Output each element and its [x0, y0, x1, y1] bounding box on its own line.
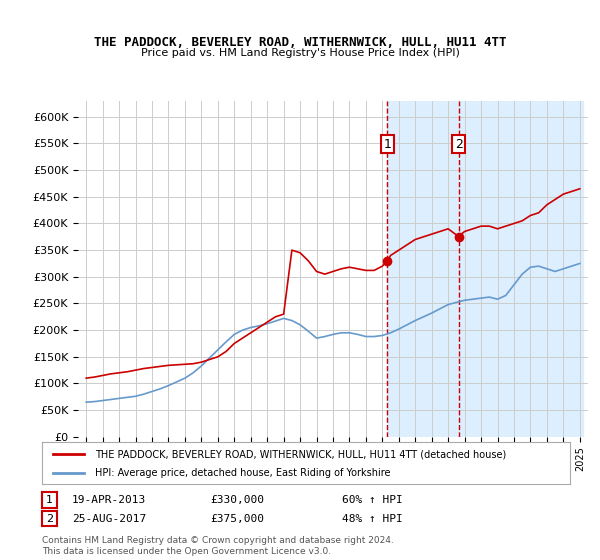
Text: 48% ↑ HPI: 48% ↑ HPI — [342, 514, 403, 524]
Text: £375,000: £375,000 — [210, 514, 264, 524]
Text: THE PADDOCK, BEVERLEY ROAD, WITHERNWICK, HULL, HU11 4TT: THE PADDOCK, BEVERLEY ROAD, WITHERNWICK,… — [94, 36, 506, 49]
Text: THE PADDOCK, BEVERLEY ROAD, WITHERNWICK, HULL, HU11 4TT (detached house): THE PADDOCK, BEVERLEY ROAD, WITHERNWICK,… — [95, 449, 506, 459]
Text: HPI: Average price, detached house, East Riding of Yorkshire: HPI: Average price, detached house, East… — [95, 468, 391, 478]
Text: Contains HM Land Registry data © Crown copyright and database right 2024.
This d: Contains HM Land Registry data © Crown c… — [42, 536, 394, 556]
Bar — [459, 101, 583, 437]
Text: 19-APR-2013: 19-APR-2013 — [72, 495, 146, 505]
Text: 2: 2 — [46, 514, 53, 524]
Text: 25-AUG-2017: 25-AUG-2017 — [72, 514, 146, 524]
Bar — [387, 101, 459, 437]
Text: 60% ↑ HPI: 60% ↑ HPI — [342, 495, 403, 505]
Text: 1: 1 — [46, 495, 53, 505]
Text: 2: 2 — [455, 138, 463, 151]
Text: Price paid vs. HM Land Registry's House Price Index (HPI): Price paid vs. HM Land Registry's House … — [140, 48, 460, 58]
Text: £330,000: £330,000 — [210, 495, 264, 505]
Text: 1: 1 — [383, 138, 391, 151]
